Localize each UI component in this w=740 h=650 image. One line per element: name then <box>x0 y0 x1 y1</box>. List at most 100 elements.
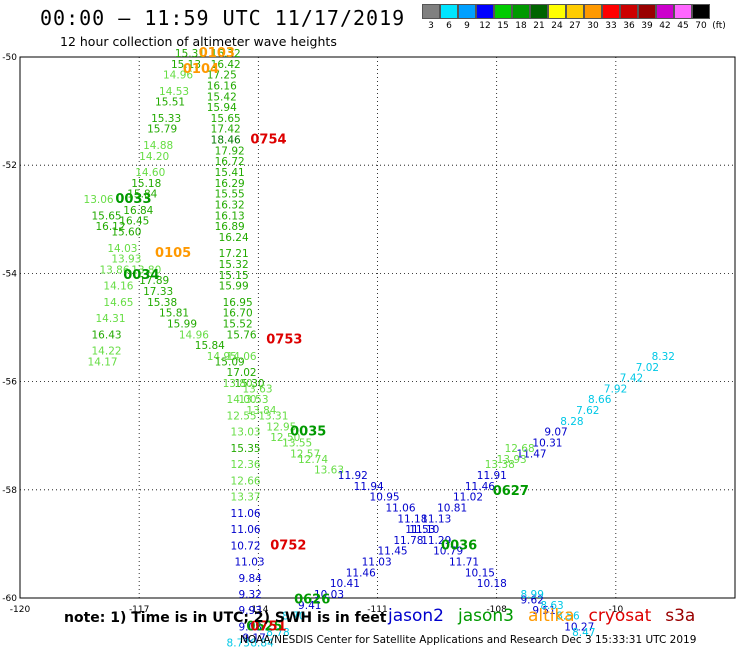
wave-height-label: 13.93 <box>111 254 141 266</box>
color-scale-cell <box>692 4 710 19</box>
wave-height-label: 16.72 <box>215 156 245 168</box>
color-scale-cell <box>674 4 692 19</box>
wave-height-label: 11.13 <box>421 513 451 525</box>
wave-height-label: 15.18 <box>131 178 161 190</box>
wave-height-label: 15.41 <box>215 167 245 179</box>
color-scale-label: 12 <box>479 21 491 31</box>
color-scale-cell <box>440 4 458 19</box>
wave-height-label: 15.09 <box>215 356 245 368</box>
wave-height-label: 9.07 <box>544 427 567 439</box>
wave-height-label: 15.30 <box>235 378 265 390</box>
wave-height-label: 9.51 <box>532 605 555 617</box>
wave-height-label: 13.63 <box>242 383 272 395</box>
wave-height-label: 16.45 <box>119 216 149 228</box>
color-scale-cell <box>620 4 638 19</box>
wave-height-label: 7.62 <box>576 405 599 417</box>
wave-height-label: 13.63 <box>314 465 344 477</box>
wave-height-label: 16.12 <box>95 221 125 233</box>
legend-item-s3a: s3a <box>665 606 696 626</box>
note-text: note: 1) Time is in UTC; 2) SWH is in fe… <box>64 610 387 626</box>
wave-height-label: 16.16 <box>207 80 237 92</box>
wave-height-label: 13.38 <box>485 459 515 471</box>
wave-height-label: 11.92 <box>338 470 368 482</box>
wave-height-label: 15.65 <box>211 113 241 125</box>
wave-height-label: 13.93 <box>497 454 527 466</box>
y-tick-label: -50 <box>2 53 17 63</box>
wave-height-label: 14.53 <box>159 86 189 98</box>
wave-height-label: 11.03 <box>362 557 392 569</box>
wave-height-label: 10.27 <box>564 621 594 633</box>
wave-height-label: 12.55 <box>227 410 257 422</box>
wave-height-label: 13.06 <box>84 194 114 206</box>
wave-height-label: 11.78 <box>393 535 423 547</box>
wave-height-label: 16.95 <box>223 297 253 309</box>
wave-height-label: 9.84 <box>238 573 262 585</box>
pass-time-label: 0753 <box>266 333 302 348</box>
y-tick-label: -56 <box>2 378 17 388</box>
wave-height-label: 11.47 <box>517 448 547 460</box>
color-scale-label: 9 <box>464 21 470 31</box>
legend-item-cryosat: cryosat <box>588 606 652 626</box>
wave-height-label: 13.37 <box>231 492 261 504</box>
wave-height-label: 12.57 <box>290 448 320 460</box>
wave-height-label: 16.70 <box>223 308 253 320</box>
wave-height-label: 15.76 <box>227 329 257 341</box>
wave-height-label: 14.06 <box>227 351 257 363</box>
color-scale-cell <box>530 4 548 19</box>
wave-height-label: 8.66 <box>588 394 612 406</box>
y-tick-label: -60 <box>2 594 17 604</box>
wave-height-label: 12.36 <box>231 459 261 471</box>
wave-height-label: 9.17 <box>242 632 265 644</box>
wave-height-label: 11.94 <box>354 481 384 493</box>
x-tick-label: -114 <box>248 605 269 615</box>
wave-height-label: 10.15 <box>465 567 495 579</box>
wave-height-label: 15.65 <box>92 210 122 222</box>
color-scale-cell <box>476 4 494 19</box>
wave-height-label: 14.03 <box>107 243 137 255</box>
pass-time-label: 0105 <box>155 246 191 261</box>
wave-height-label: 15.33 <box>151 113 181 125</box>
wave-height-label: 15.51 <box>155 97 185 109</box>
wave-height-label: 11.46 <box>346 567 376 579</box>
pass-time-label: 0034 <box>123 268 159 283</box>
legend-item-jason3: jason3 <box>458 606 514 626</box>
wave-height-label: 8.73 <box>227 638 250 650</box>
color-scale-label: 24 <box>551 21 563 31</box>
wave-height-label: 10.79 <box>433 546 463 558</box>
wave-height-label: 13.84 <box>246 405 276 417</box>
x-tick-label: -10 <box>608 605 623 615</box>
wave-height-label: 15.81 <box>159 308 189 320</box>
wave-height-label: 10.03 <box>314 589 344 601</box>
wave-height-label: 11.53 <box>405 524 435 536</box>
wave-height-label: 17.21 <box>219 248 249 260</box>
legend-item-jason2: jason2 <box>388 606 444 626</box>
wave-height-label: 16.84 <box>123 205 153 217</box>
wave-height-label: 11.06 <box>231 524 261 536</box>
pass-time-label: 0033 <box>115 192 151 207</box>
wave-height-label: 9.62 <box>521 594 544 606</box>
page-title: 00:00 – 11:59 UTC 11/17/2019 <box>40 6 406 30</box>
y-tick-label: -54 <box>2 269 17 279</box>
wave-height-label: 13.80 <box>131 264 161 276</box>
wave-height-label: 7.92 <box>604 383 627 395</box>
color-scale-label: 42 <box>659 21 671 31</box>
wave-height-label: 12.50 <box>270 432 300 444</box>
wave-height-label: 17.42 <box>211 124 241 136</box>
wave-height-label: 7.42 <box>620 373 643 385</box>
color-scale-labels: 3 6 9 12 15 18 21 24 27 30 33 36 39 42 45 70 (ft) <box>422 21 728 31</box>
wave-height-label: 16.32 <box>215 199 245 211</box>
wave-height-label: 12.95 <box>266 421 296 433</box>
wave-height-label: 14.96 <box>179 329 209 341</box>
plot-frame <box>19 56 736 599</box>
color-scale-label: 45 <box>677 21 689 31</box>
wave-height-label: 15.38 <box>147 297 177 309</box>
wave-height-label: 11.18 <box>397 513 427 525</box>
wave-height-label: 15.79 <box>147 124 177 136</box>
wave-height-label: 15.31 <box>175 48 205 60</box>
x-tick-label: -117 <box>129 605 149 615</box>
wave-height-label: 17.92 <box>215 145 245 157</box>
color-scale-cell <box>638 4 656 19</box>
pass-time-label: 0627 <box>493 484 529 499</box>
pass-time-label: 0754 <box>250 133 286 148</box>
color-scale-label: 3 <box>428 21 434 31</box>
